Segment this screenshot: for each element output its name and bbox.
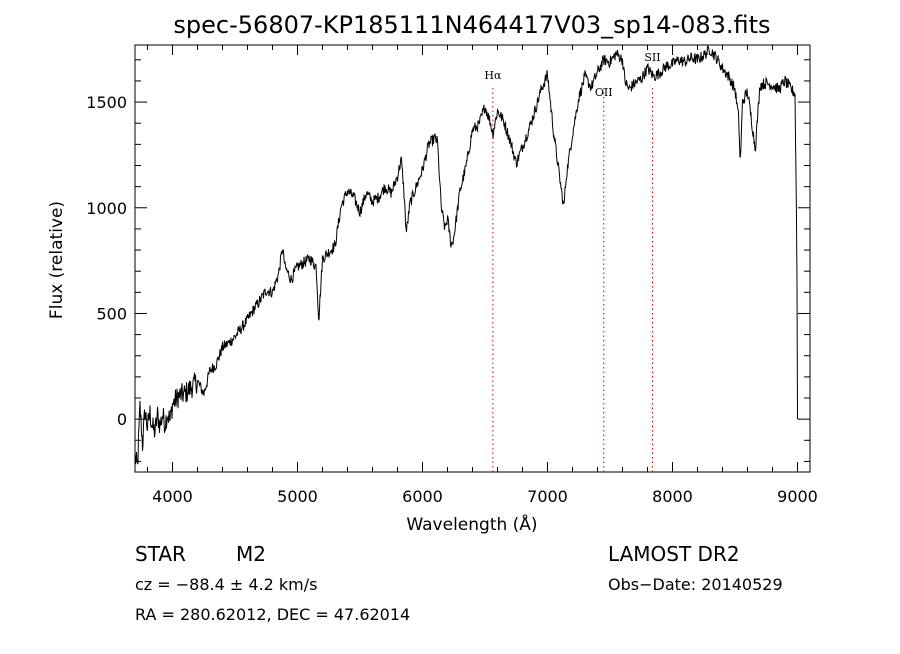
series-group <box>134 45 798 465</box>
x-tick-label: 7000 <box>527 487 568 506</box>
obs-date: Obs−Date: 20140529 <box>608 575 783 594</box>
x-tick-label: 6000 <box>402 487 443 506</box>
y-tick-labels: 0 500 1000 1500 <box>86 93 127 429</box>
cz-value: cz = −88.4 ± 4.2 km/s <box>135 575 318 594</box>
object-class: STAR <box>135 542 186 566</box>
y-axis-label: Flux (relative) <box>47 201 67 319</box>
x-tick-label: 9000 <box>777 487 818 506</box>
x-axis-label: Wavelength (Å) <box>406 513 537 535</box>
x-tick-label: 5000 <box>277 487 318 506</box>
x-tick-label: 4000 <box>152 487 193 506</box>
line-marker-label: Hα <box>484 69 502 82</box>
survey-label: LAMOST DR2 <box>608 542 740 566</box>
y-tick-label: 1500 <box>86 93 127 112</box>
line-markers: Hα OII SII <box>484 51 661 472</box>
object-subclass: M2 <box>236 542 266 566</box>
chart-title: spec-56807-KP185111N464417V03_sp14-083.f… <box>173 11 770 39</box>
x-tick-labels: 4000 5000 6000 7000 8000 9000 <box>152 487 818 506</box>
plot-border <box>134 44 811 473</box>
plot-frame <box>134 44 811 473</box>
spectrum-line <box>134 45 798 465</box>
x-tick-label: 8000 <box>652 487 693 506</box>
line-marker-label: OII <box>595 86 613 99</box>
axis-ticks <box>135 45 810 472</box>
ra-dec: RA = 280.62012, DEC = 47.62014 <box>135 605 410 624</box>
y-tick-label: 1000 <box>86 199 127 218</box>
line-marker-label: SII <box>644 51 660 64</box>
y-tick-label: 500 <box>96 304 127 323</box>
y-tick-label: 0 <box>117 410 127 429</box>
